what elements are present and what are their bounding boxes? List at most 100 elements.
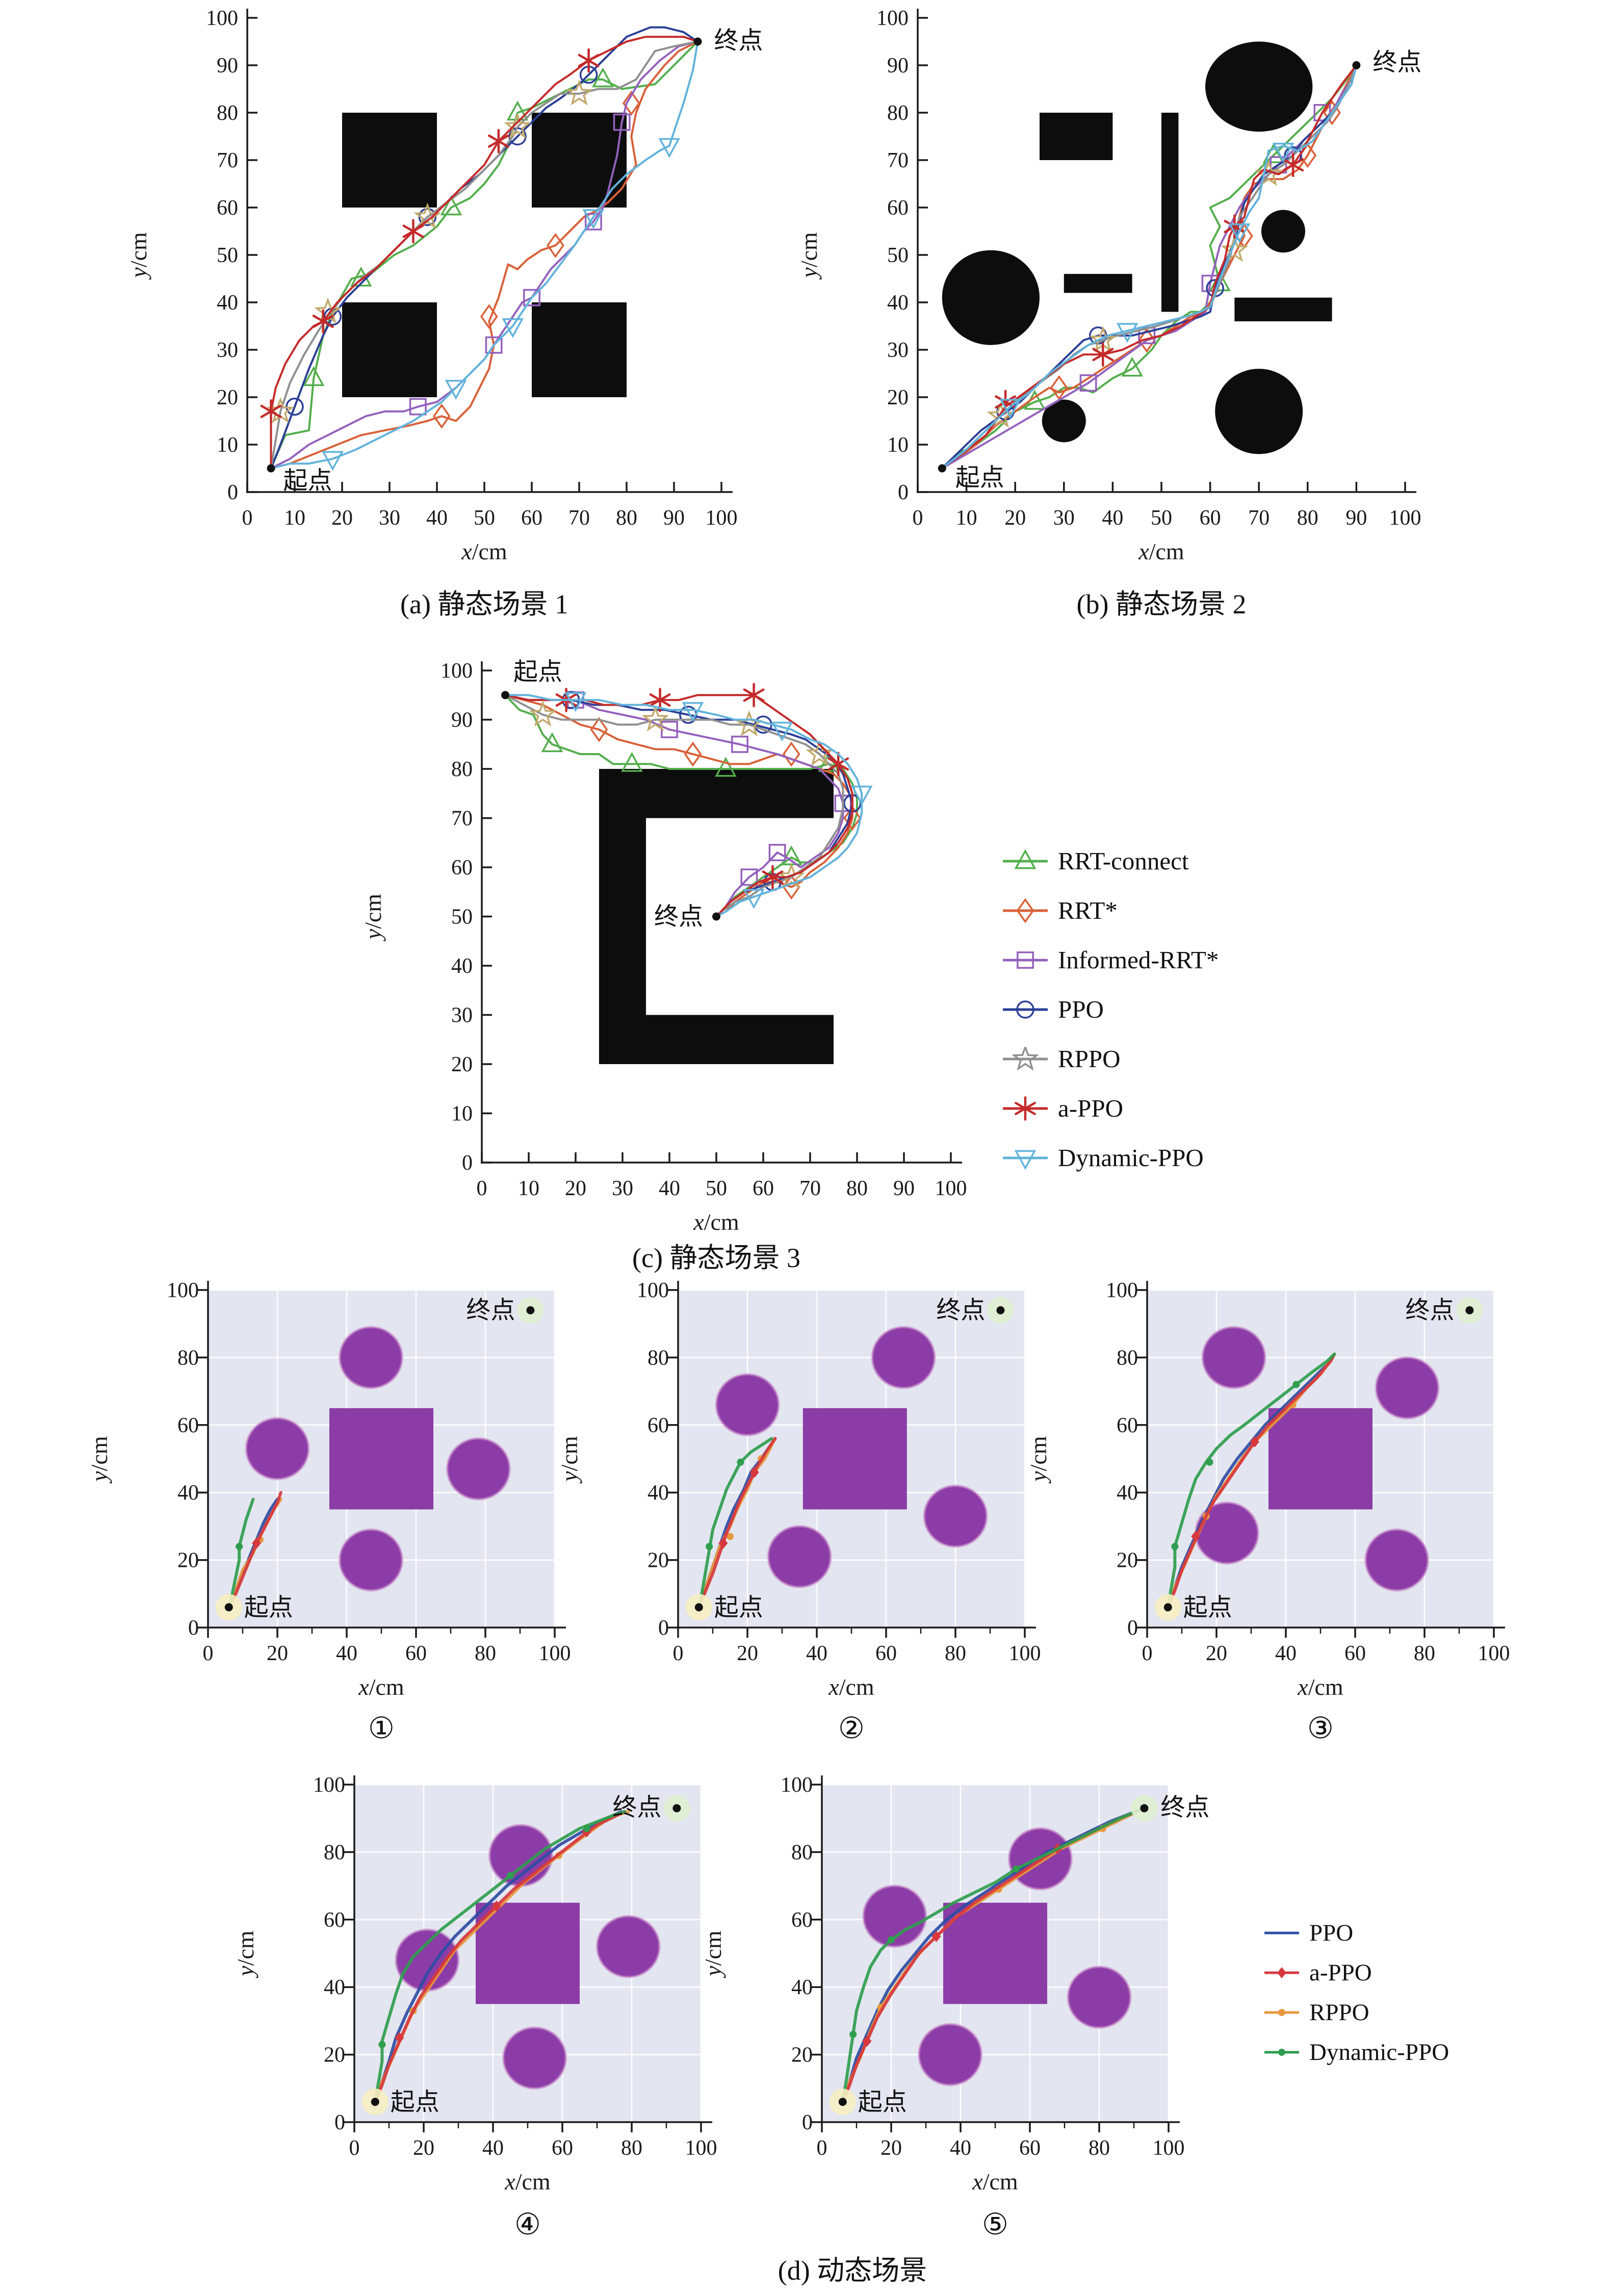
legend-item-PPO: PPO: [1263, 1913, 1449, 1953]
svg-text:0: 0: [802, 2111, 813, 2134]
x-axis-label: x/cm: [1138, 538, 1184, 564]
svg-text:30: 30: [887, 339, 909, 362]
svg-text:100: 100: [781, 1773, 813, 1797]
series-Informed-RRT*: [504, 694, 844, 918]
end-point: [1352, 61, 1361, 69]
x-axis-label: x/cm: [461, 538, 507, 564]
y-axis-label: y/cm: [360, 894, 386, 942]
svg-text:20: 20: [1004, 506, 1026, 530]
obstacle-circle: [917, 2023, 983, 2086]
svg-text:80: 80: [1117, 1346, 1138, 1370]
svg-text:10: 10: [887, 433, 909, 457]
svg-text:80: 80: [647, 1346, 669, 1370]
end-label: 终点: [612, 1794, 661, 1821]
svg-text:60: 60: [405, 1642, 427, 1665]
legend-label: a-PPO: [1058, 1094, 1123, 1122]
svg-text:80: 80: [621, 2136, 642, 2160]
svg-text:0: 0: [203, 1642, 214, 1665]
svg-text:20: 20: [324, 2044, 345, 2067]
svg-text:20: 20: [217, 386, 238, 409]
svg-text:0: 0: [477, 1177, 487, 1200]
svg-text:60: 60: [1117, 1414, 1138, 1437]
svg-text:0: 0: [227, 481, 238, 504]
start-label: 起点: [955, 465, 1004, 492]
chart-svg-a: 0 10 20 30 40 50 60 70 80 90 100 0 10 20 30 40 50 60 70 80 9…: [125, 7, 763, 564]
svg-text:70: 70: [568, 506, 590, 530]
chart-svg-d5: 0 20 40 60 80 100 0 20 40 60 80 100 x/cm y/cm 起点 终点: [700, 1773, 1209, 2195]
obstacles: [342, 113, 627, 397]
svg-text:40: 40: [791, 1976, 813, 1999]
svg-text:60: 60: [1200, 506, 1221, 530]
obstacle-rect: [599, 769, 834, 818]
svg-text:80: 80: [1297, 506, 1318, 530]
x-axis-label: x/cm: [358, 1674, 404, 1700]
svg-text:60: 60: [875, 1642, 897, 1665]
svg-text:20: 20: [331, 506, 353, 530]
svg-text:20: 20: [413, 2136, 434, 2160]
svg-text:90: 90: [663, 506, 685, 530]
svg-text:50: 50: [217, 244, 238, 267]
legend-marker-triangle-down-icon: [1003, 1150, 1048, 1170]
svg-text:100: 100: [706, 506, 738, 530]
tick-labels: 0 20 40 60 80 100 0 20 40 60 80 100: [167, 1279, 571, 1665]
svg-text:100: 100: [685, 2136, 717, 2160]
svg-text:0: 0: [334, 2111, 345, 2134]
svg-text:20: 20: [1117, 1549, 1138, 1572]
start-point: [938, 464, 946, 473]
legend-item-RPPO: RPPO: [1263, 1993, 1449, 2032]
svg-text:60: 60: [647, 1414, 669, 1437]
svg-text:20: 20: [647, 1549, 669, 1572]
svg-text:20: 20: [451, 1053, 473, 1076]
svg-text:40: 40: [1117, 1481, 1138, 1505]
obstacle-circle: [502, 2026, 567, 2090]
svg-text:40: 40: [647, 1481, 669, 1505]
svg-text:0: 0: [1127, 1616, 1138, 1640]
end-label: 终点: [1372, 49, 1421, 76]
obstacle-rect: [1064, 274, 1132, 293]
y-axis-label: y/cm: [700, 1930, 726, 1978]
svg-text:40: 40: [324, 1976, 345, 1999]
start-label: 起点: [714, 1594, 763, 1621]
start-point: [694, 1603, 703, 1612]
svg-text:60: 60: [1344, 1642, 1366, 1665]
obstacle-rect: [329, 1408, 433, 1510]
end-label: 终点: [936, 1297, 985, 1324]
svg-text:50: 50: [706, 1177, 727, 1200]
obstacle-circle: [446, 1437, 511, 1501]
obstacle-circle: [1205, 41, 1313, 132]
svg-text:0: 0: [913, 506, 923, 530]
chart-static-scene-2: 0 10 20 30 40 50 60 70 80 90 100 0 10 20 30 40 50 60 70 80 9…: [744, 0, 1563, 586]
legend-marker-star-icon: [1003, 1046, 1048, 1071]
svg-text:0: 0: [658, 1616, 669, 1640]
obstacle-circle: [245, 1417, 310, 1481]
start-label: 起点: [858, 2088, 907, 2116]
obstacle-rect: [532, 113, 627, 208]
x-axis-label: x/cm: [1297, 1674, 1343, 1700]
start-point: [371, 2098, 379, 2106]
x-axis-label: x/cm: [504, 2169, 551, 2195]
svg-text:40: 40: [950, 2136, 971, 2160]
svg-text:90: 90: [893, 1177, 915, 1200]
obstacle-rect: [532, 302, 627, 397]
subplot-number-3: ③: [1307, 1711, 1334, 1745]
series-Dynamic-PPO: [373, 1810, 627, 2104]
svg-text:0: 0: [898, 481, 909, 504]
svg-text:80: 80: [616, 506, 637, 530]
series-Dynamic-PPO: [941, 64, 1358, 470]
svg-text:80: 80: [451, 758, 473, 781]
svg-text:20: 20: [791, 2044, 813, 2067]
obstacles: [1194, 1326, 1440, 1592]
axes: [198, 1281, 566, 1638]
svg-text:70: 70: [799, 1177, 821, 1200]
x-axis-label: x/cm: [828, 1674, 874, 1700]
legend-label: PPO: [1309, 1920, 1354, 1946]
start-label: 起点: [244, 1594, 293, 1621]
legend-item-a-PPO: a-PPO: [1002, 1083, 1219, 1133]
legend-static: RRT-connect RRT* Informed-RRT* PPO RPPO a-PPO…: [1002, 836, 1219, 1182]
caption-c: (c) 静态场景 3: [632, 1243, 800, 1273]
legend-item-RRT*: RRT*: [1002, 886, 1219, 935]
svg-text:10: 10: [284, 506, 305, 530]
svg-text:20: 20: [177, 1549, 199, 1572]
obstacle-circle: [1042, 399, 1086, 443]
start-point: [838, 2098, 847, 2106]
